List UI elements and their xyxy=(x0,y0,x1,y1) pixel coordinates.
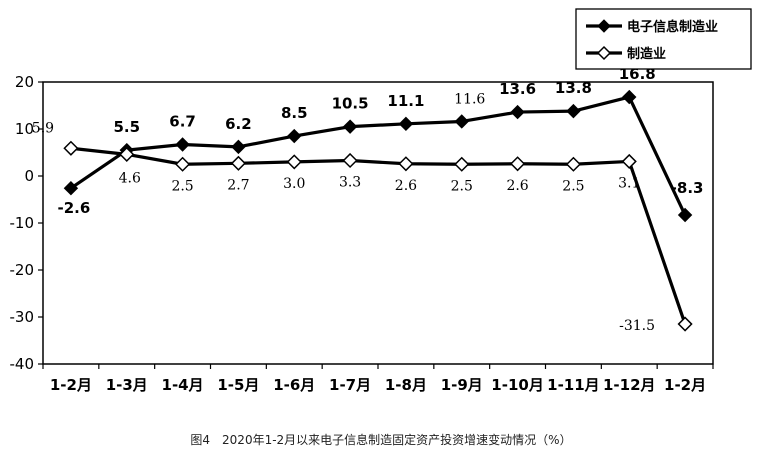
data-label-electronic: 8.5 xyxy=(281,104,308,122)
data-label-electronic: -2.6 xyxy=(58,199,91,217)
y-tick-label: 20 xyxy=(15,73,34,91)
x-tick-label: 1-10月 xyxy=(491,376,544,394)
x-tick-label: 1-9月 xyxy=(441,376,483,394)
point-marker-filled xyxy=(510,104,525,120)
point-marker-hollow xyxy=(119,146,135,162)
y-tick-label: -40 xyxy=(10,355,35,373)
data-label-manufacturing: 5.9 xyxy=(32,120,54,136)
series-line xyxy=(70,95,687,216)
data-label-manufacturing: -31.5 xyxy=(619,318,655,334)
point-marker-filled xyxy=(231,139,246,155)
figure-caption: 图4 2020年1-2月以来电子信息制造固定资产投资增速变动情况（%） xyxy=(190,433,572,447)
point-marker-filled xyxy=(622,89,637,105)
x-tick-label: 1-11月 xyxy=(547,376,600,394)
x-tick-label: 1-6月 xyxy=(273,376,315,394)
data-label-manufacturing: 2.6 xyxy=(395,178,417,194)
point-marker-filled xyxy=(566,103,581,119)
data-label-electronic: 13.6 xyxy=(499,80,536,98)
data-label-electronic: 6.2 xyxy=(225,115,252,133)
point-marker-hollow xyxy=(565,156,581,172)
x-tick-label: 1-8月 xyxy=(385,376,427,394)
data-label-electronic: 11.1 xyxy=(387,92,424,110)
x-tick-label: 1-4月 xyxy=(162,376,204,394)
legend-marker xyxy=(597,19,611,33)
data-label-manufacturing: 3.0 xyxy=(283,176,305,192)
data-label-electronic: 6.7 xyxy=(169,113,196,131)
data-label-manufacturing: 3.3 xyxy=(339,174,361,190)
point-marker-hollow xyxy=(230,155,246,171)
point-marker-filled xyxy=(175,137,190,152)
point-marker-hollow xyxy=(398,156,414,172)
x-tick-label: 1-3月 xyxy=(106,376,148,394)
axes: 20 10 0 -10 -20 -30 -40 1-2月 1-3月 1-4月 1-5月 1-6月 1-7… xyxy=(10,73,714,394)
point-marker-filled xyxy=(287,128,302,144)
y-tick-label: 0 xyxy=(24,167,34,185)
x-tick-label: 1-5月 xyxy=(217,376,259,394)
y-tick-label: -20 xyxy=(10,261,35,279)
data-label-electronic: 10.5 xyxy=(332,95,369,113)
point-marker-hollow xyxy=(510,156,526,172)
series-lines xyxy=(63,89,693,332)
point-marker-hollow xyxy=(286,154,302,170)
data-label-electronic: 5.5 xyxy=(113,118,140,136)
point-marker-hollow xyxy=(621,153,637,169)
point-marker-filled xyxy=(677,207,693,223)
x-tick-label: 1-2月 xyxy=(50,376,92,394)
point-marker-filled xyxy=(454,114,469,129)
data-label-manufacturing: 4.6 xyxy=(119,170,141,186)
data-label-electronic: 11.6 xyxy=(454,91,485,107)
x-tick-label: 1-7月 xyxy=(329,376,371,394)
legend-label: 电子信息制造业 xyxy=(627,19,718,35)
point-marker-hollow xyxy=(175,156,191,172)
series-line xyxy=(70,146,687,325)
data-label-manufacturing: 2.5 xyxy=(451,178,473,194)
data-label-manufacturing: 2.5 xyxy=(171,178,193,194)
x-tick-label: 1-2月 xyxy=(664,376,706,394)
data-label-electronic: 13.8 xyxy=(555,79,592,97)
data-label-electronic: -8.3 xyxy=(671,179,704,197)
data-label-manufacturing: 3.1 xyxy=(618,175,640,191)
legend-label: 制造业 xyxy=(627,46,666,62)
point-marker-filled xyxy=(63,181,79,196)
x-tick-label: 1-12月 xyxy=(603,376,656,394)
point-marker-filled xyxy=(398,116,414,132)
y-tick-label: -30 xyxy=(10,308,35,326)
legend-marker xyxy=(596,45,612,61)
point-marker-hollow xyxy=(677,316,693,332)
data-label-manufacturing: 2.6 xyxy=(506,178,528,194)
legend-box xyxy=(575,8,752,70)
y-tick-label: -10 xyxy=(10,214,35,232)
point-marker-hollow xyxy=(63,140,79,156)
data-labels: -2.65.5 6.7 6.28.510.5 11.1 11.613.6 13.816.8… xyxy=(32,65,704,334)
y-tick-label: 10 xyxy=(15,120,34,138)
point-marker-filled xyxy=(342,119,358,134)
point-marker-hollow xyxy=(454,156,470,172)
data-label-manufacturing: 2.7 xyxy=(227,177,249,193)
line-chart: 20 10 0 -10 -20 -30 -40 1-2月 1-3月 1-4月 1-5月 1-6月 1-7… xyxy=(10,8,752,394)
data-label-manufacturing: 2.5 xyxy=(562,178,584,194)
point-marker-hollow xyxy=(342,152,358,169)
